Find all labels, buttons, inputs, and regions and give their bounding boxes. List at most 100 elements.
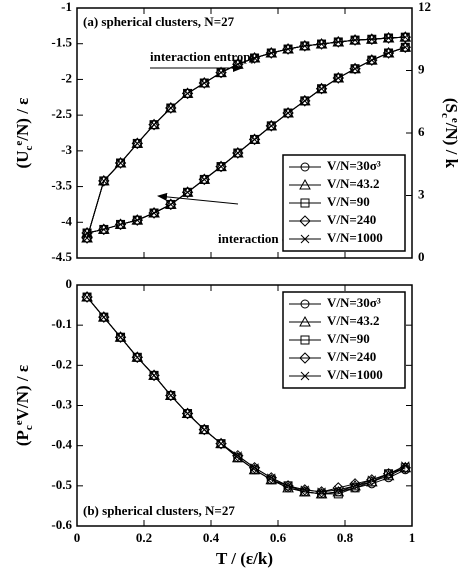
marker xyxy=(199,175,209,184)
y-tick-label: -2 xyxy=(61,70,72,85)
axis-label-part: c xyxy=(439,113,451,118)
marker xyxy=(265,120,278,132)
x-tick-label: 0.2 xyxy=(136,530,152,545)
marker xyxy=(98,223,110,236)
marker xyxy=(299,484,311,496)
marker xyxy=(82,292,92,302)
marker xyxy=(266,121,276,131)
marker xyxy=(384,469,394,479)
marker xyxy=(367,477,377,487)
axis-label-part: (U xyxy=(13,150,32,168)
y-tick-label: -0.5 xyxy=(51,477,72,492)
marker xyxy=(299,40,311,52)
legend-label: V/N=240 xyxy=(327,212,376,227)
y-tick-label: -0.4 xyxy=(51,437,72,452)
marker xyxy=(300,485,310,495)
marker xyxy=(233,148,243,158)
marker xyxy=(116,220,125,229)
marker xyxy=(367,34,377,44)
y-tick-label: -2.5 xyxy=(51,106,72,121)
marker xyxy=(332,36,345,48)
legend-marker xyxy=(300,299,310,309)
marker xyxy=(333,73,343,83)
y2-tick-label: 3 xyxy=(418,186,425,201)
marker xyxy=(98,311,110,323)
legend-marker xyxy=(299,352,311,364)
marker xyxy=(132,215,142,225)
x-tick-label: 0.6 xyxy=(270,530,287,545)
marker xyxy=(250,463,259,473)
axis-label-part: V/N) / ε xyxy=(13,365,32,420)
marker xyxy=(400,461,410,471)
marker xyxy=(233,148,243,158)
marker xyxy=(300,96,310,106)
panel-title: (a) spherical clusters, N=27 xyxy=(83,14,235,29)
marker xyxy=(232,147,244,159)
marker xyxy=(384,33,393,43)
marker xyxy=(198,423,211,436)
marker xyxy=(400,42,410,52)
marker xyxy=(382,32,395,44)
y-tick-label: -3 xyxy=(61,142,72,157)
arrow xyxy=(157,192,239,205)
marker xyxy=(116,158,126,168)
marker xyxy=(315,38,328,50)
marker xyxy=(99,312,109,322)
marker xyxy=(114,331,127,343)
marker xyxy=(99,225,109,234)
marker xyxy=(99,176,109,186)
marker xyxy=(165,389,177,402)
marker xyxy=(299,95,311,107)
axis-label: (PceV/N) / ε xyxy=(13,365,35,446)
marker xyxy=(350,64,360,74)
marker xyxy=(250,53,259,63)
marker xyxy=(199,425,209,435)
legend-label: V/N=90 xyxy=(327,331,370,346)
marker xyxy=(199,78,209,88)
marker xyxy=(283,481,293,491)
marker xyxy=(400,42,410,52)
marker xyxy=(317,84,326,94)
marker xyxy=(315,486,328,498)
marker xyxy=(116,332,126,342)
marker xyxy=(99,224,109,234)
marker xyxy=(333,485,343,495)
marker xyxy=(149,120,159,130)
marker xyxy=(116,158,125,168)
marker xyxy=(199,425,209,434)
x-tick-label: 0.4 xyxy=(203,530,220,545)
y-tick-label: -1.5 xyxy=(51,35,72,50)
legend-marker xyxy=(299,315,311,327)
marker xyxy=(166,390,176,400)
annotation: interaction entropy xyxy=(150,49,257,64)
marker xyxy=(350,35,360,45)
axis-label-part: /N) / k xyxy=(442,122,461,169)
marker xyxy=(198,173,211,186)
marker xyxy=(99,312,109,322)
marker xyxy=(165,102,177,114)
marker xyxy=(317,39,326,49)
y-tick-label: -0.3 xyxy=(51,396,72,411)
marker xyxy=(248,133,261,146)
axis-label: (Uce/N) / ε xyxy=(13,98,35,169)
marker xyxy=(183,89,192,98)
marker xyxy=(183,88,193,98)
marker xyxy=(216,162,226,172)
marker xyxy=(399,31,412,43)
marker xyxy=(317,487,326,497)
marker xyxy=(248,462,261,474)
marker xyxy=(382,47,395,59)
x-tick-label: 0 xyxy=(74,530,81,545)
marker xyxy=(250,134,260,144)
legend-label: V/N=30σ³ xyxy=(327,295,381,310)
marker xyxy=(265,47,278,59)
marker xyxy=(132,215,142,225)
x-tick-label: 0.8 xyxy=(337,530,354,545)
marker xyxy=(149,120,159,130)
marker xyxy=(183,187,192,197)
marker xyxy=(99,176,109,186)
y-tick-label: -0.2 xyxy=(51,356,72,371)
marker xyxy=(399,41,412,53)
x-tick-label: 1 xyxy=(409,530,416,545)
